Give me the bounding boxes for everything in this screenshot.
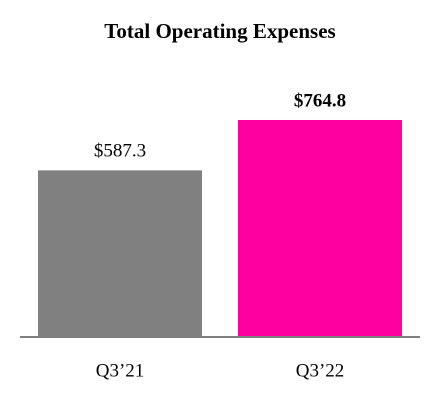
x-tick-label: Q3’22: [296, 360, 345, 381]
x-tick-label: Q3’21: [96, 360, 145, 381]
bar: [38, 170, 202, 337]
value-label: $587.3: [94, 141, 146, 162]
value-label: $764.8: [294, 90, 346, 111]
bar: [238, 119, 402, 337]
chart-title: Total Operating Expenses: [104, 19, 335, 43]
